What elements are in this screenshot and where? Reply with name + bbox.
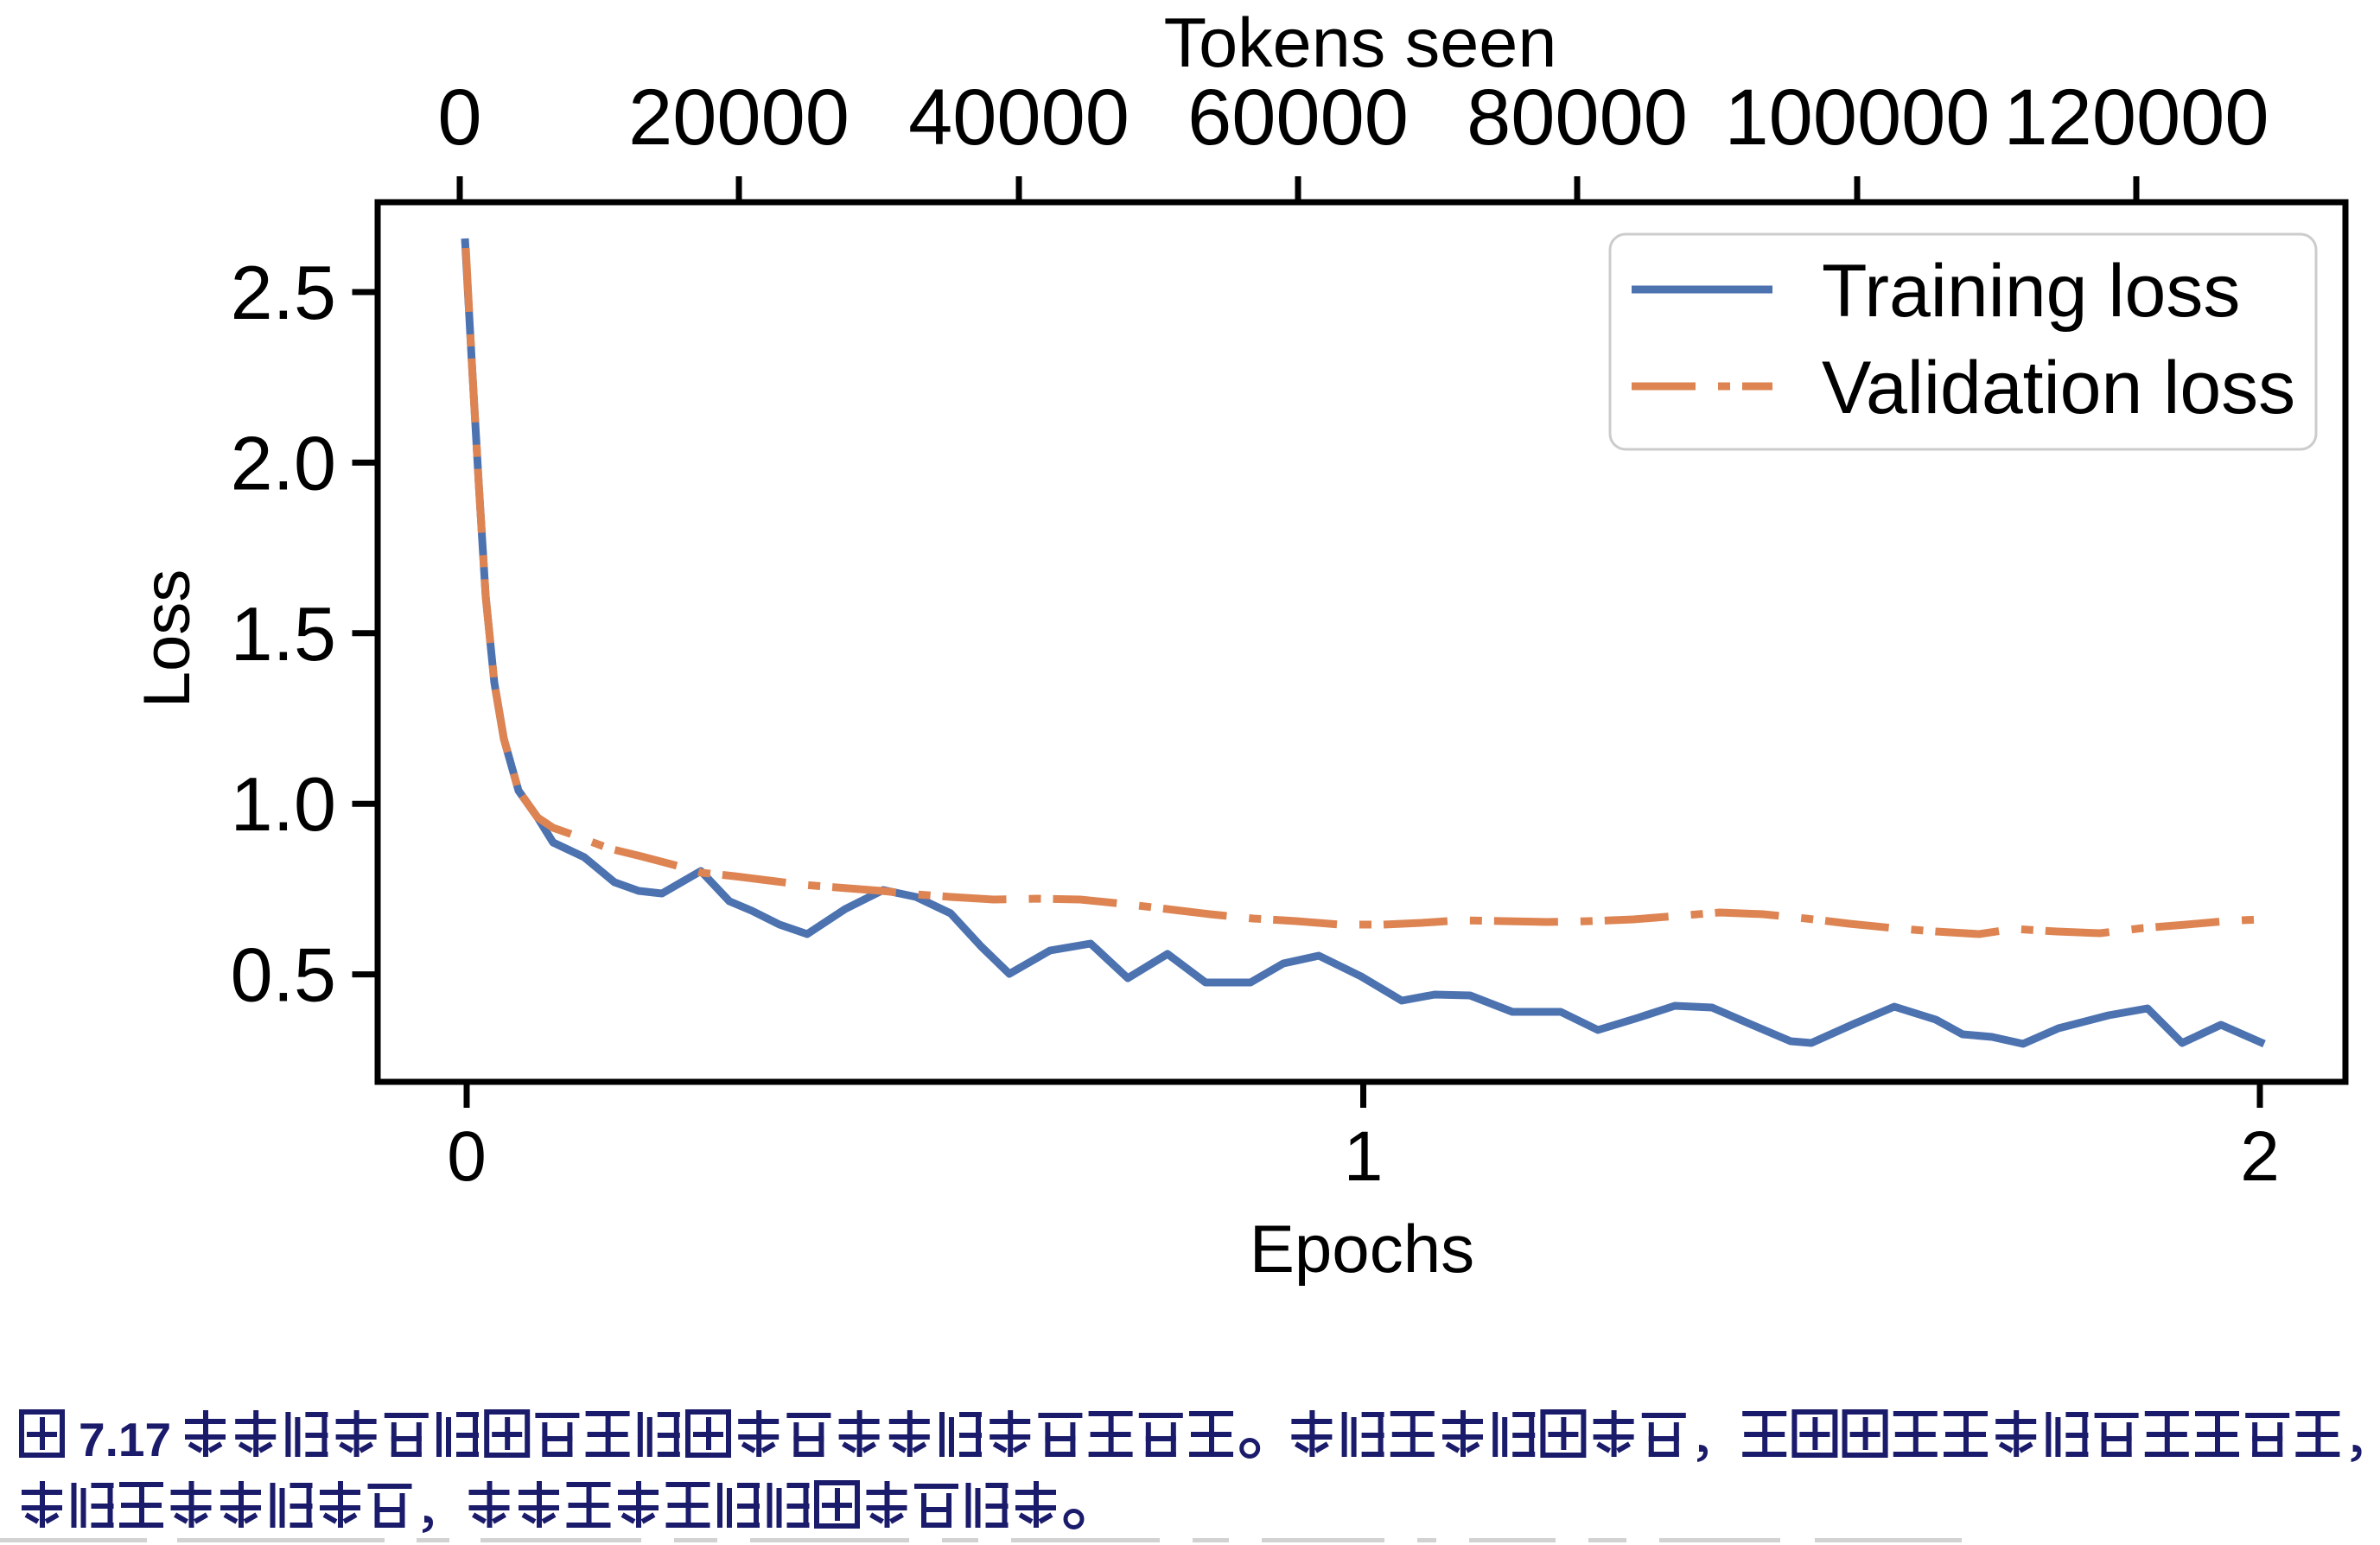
svg-text:Tokens seen: Tokens seen — [1164, 4, 1557, 82]
svg-text:1: 1 — [1344, 1117, 1384, 1196]
svg-text:0: 0 — [447, 1117, 487, 1196]
svg-text:Loss: Loss — [130, 569, 204, 709]
svg-text:0.5: 0.5 — [231, 932, 336, 1018]
svg-text:Epochs: Epochs — [1250, 1211, 1474, 1287]
svg-text:40000: 40000 — [908, 73, 1130, 162]
svg-text:2.0: 2.0 — [231, 420, 336, 505]
svg-text:1.5: 1.5 — [231, 591, 336, 677]
svg-text:1.0: 1.0 — [231, 761, 336, 847]
svg-text:60000: 60000 — [1187, 73, 1409, 162]
svg-text:2.5: 2.5 — [231, 250, 336, 335]
svg-text:120000: 120000 — [2004, 73, 2269, 162]
svg-text:100000: 100000 — [1725, 73, 1990, 162]
svg-text:Validation loss: Validation loss — [1822, 347, 2295, 429]
svg-text:2: 2 — [2240, 1117, 2280, 1196]
svg-text:7.17: 7.17 — [79, 1413, 171, 1466]
svg-text:80000: 80000 — [1467, 73, 1688, 162]
svg-text:Training loss: Training loss — [1822, 250, 2240, 333]
svg-text:20000: 20000 — [628, 73, 850, 162]
svg-text:0: 0 — [437, 73, 481, 162]
